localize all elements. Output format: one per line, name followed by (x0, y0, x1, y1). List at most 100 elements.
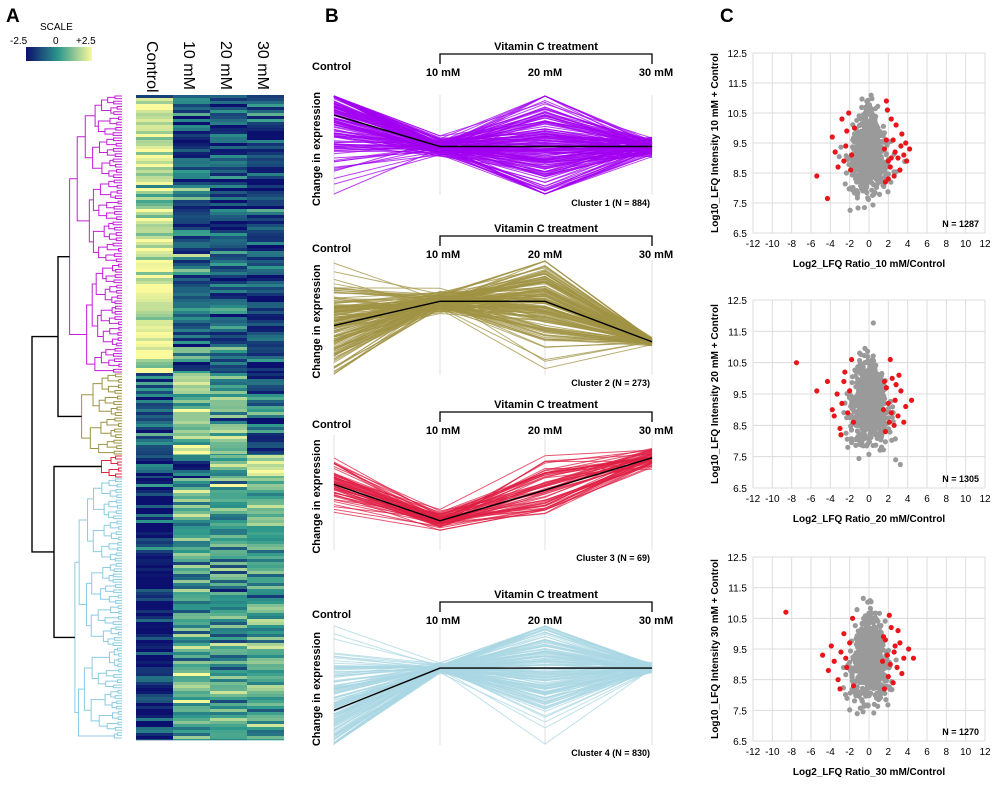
heatmap-cell (247, 508, 284, 512)
dendrogram-branch (81, 394, 94, 439)
significant-point (888, 410, 894, 416)
heatmap-cell (210, 257, 247, 261)
scatter-point (848, 403, 854, 409)
heatmap-cell (247, 161, 284, 165)
x-tick-label: -8 (787, 747, 796, 758)
heatmap-cell (210, 706, 247, 710)
treatment-title: Vitamin C treatment (494, 589, 598, 601)
scatter-point (843, 672, 849, 678)
heatmap-cell (136, 679, 173, 683)
x-tick-label: -2 (845, 747, 854, 758)
significant-point (846, 110, 852, 116)
significant-point (886, 612, 892, 618)
dendrogram-branch (112, 621, 122, 625)
heatmap-cell (136, 478, 173, 482)
heatmap-cell (210, 185, 247, 189)
heatmap-cell (173, 137, 210, 141)
heatmap-cell (173, 308, 210, 312)
heatmap-cell (247, 442, 284, 446)
significant-point (834, 391, 840, 397)
heatmap-cell (136, 658, 173, 662)
scatter-point (861, 204, 868, 211)
heatmap-cell (136, 137, 173, 141)
heatmap-cell (210, 254, 247, 258)
heatmap-cell (210, 400, 247, 404)
heatmap-cell (210, 580, 247, 584)
heatmap-cell (210, 194, 247, 198)
heatmap-cell (247, 101, 284, 105)
heatmap-cell (136, 550, 173, 554)
heatmap-cell (173, 455, 210, 459)
heatmap-cell (247, 718, 284, 722)
scatter-point (862, 646, 868, 652)
heatmap-cell (136, 613, 173, 617)
scatter-point (849, 379, 855, 386)
heatmap-cell (247, 164, 284, 168)
heatmap-cell (173, 493, 210, 497)
member-profile-line (333, 459, 653, 523)
dendrogram-branch (107, 638, 115, 645)
significant-point (888, 624, 894, 631)
heatmap-cell (173, 245, 210, 249)
heatmap-cell (136, 194, 173, 198)
dendrogram-branch (98, 246, 108, 259)
scatter-point (861, 391, 867, 397)
heatmap-cell (173, 464, 210, 468)
heatmap-cell (210, 703, 247, 707)
heatmap-cell (136, 110, 173, 114)
scatter-point (852, 623, 858, 629)
heatmap-cell (210, 505, 247, 509)
heatmap-cell (210, 239, 247, 243)
heatmap-cell (173, 715, 210, 719)
scatter-point (855, 674, 861, 680)
heatmap-cell (173, 565, 210, 569)
heatmap-cell (136, 574, 173, 578)
scatter-point (856, 155, 862, 162)
y-axis-label: Log10_LFQ Intensity 20 mM + Control (710, 304, 721, 484)
heatmap-cell (173, 397, 210, 401)
y-tick-label: 12.5 (728, 296, 748, 307)
heatmap-cell (247, 379, 284, 383)
heatmap-cell (210, 248, 247, 252)
heatmap-cell (136, 709, 173, 713)
heatmap-cell (136, 128, 173, 132)
scatter-point (859, 670, 865, 676)
significant-point (892, 643, 898, 649)
category-label: Control (312, 419, 351, 431)
heatmap-cell (210, 553, 247, 557)
scatter-point (864, 670, 871, 677)
heatmap-cell (210, 467, 247, 471)
heatmap-cell (210, 314, 247, 318)
heatmap-cell (136, 206, 173, 210)
scatter-point (847, 648, 854, 654)
heatmap-cell (136, 592, 173, 596)
heatmap-cell (210, 140, 247, 144)
heatmap-cell (247, 350, 284, 354)
heatmap-cell (247, 619, 284, 623)
scatter-point (873, 642, 879, 648)
dendrogram-branch (104, 128, 116, 135)
x-tick-label: 4 (905, 747, 911, 758)
scatter-point (873, 403, 879, 410)
scatter-point (849, 438, 855, 444)
heatmap-cell (136, 448, 173, 452)
cluster-label: Cluster 1 (N = 884) (571, 198, 650, 208)
member-profile-line (333, 136, 653, 147)
scatter-point (883, 151, 889, 158)
heatmap-cell (173, 490, 210, 494)
heatmap-cell (173, 625, 210, 629)
scatter-point (874, 157, 880, 163)
scatter-point (872, 399, 879, 405)
dendrogram-branch (116, 483, 122, 488)
heatmap-cell (247, 281, 284, 285)
heatmap-cell (136, 589, 173, 593)
x-tick-label: 6 (924, 239, 930, 250)
heatmap-cell (210, 218, 247, 222)
dendrogram-branch (116, 290, 122, 294)
heatmap-cell (210, 203, 247, 207)
heatmap-cell (173, 379, 210, 383)
heatmap-cell (136, 418, 173, 422)
scatter-point (863, 188, 869, 194)
heatmap-cell (173, 592, 210, 596)
dendrogram-branch (110, 107, 118, 114)
